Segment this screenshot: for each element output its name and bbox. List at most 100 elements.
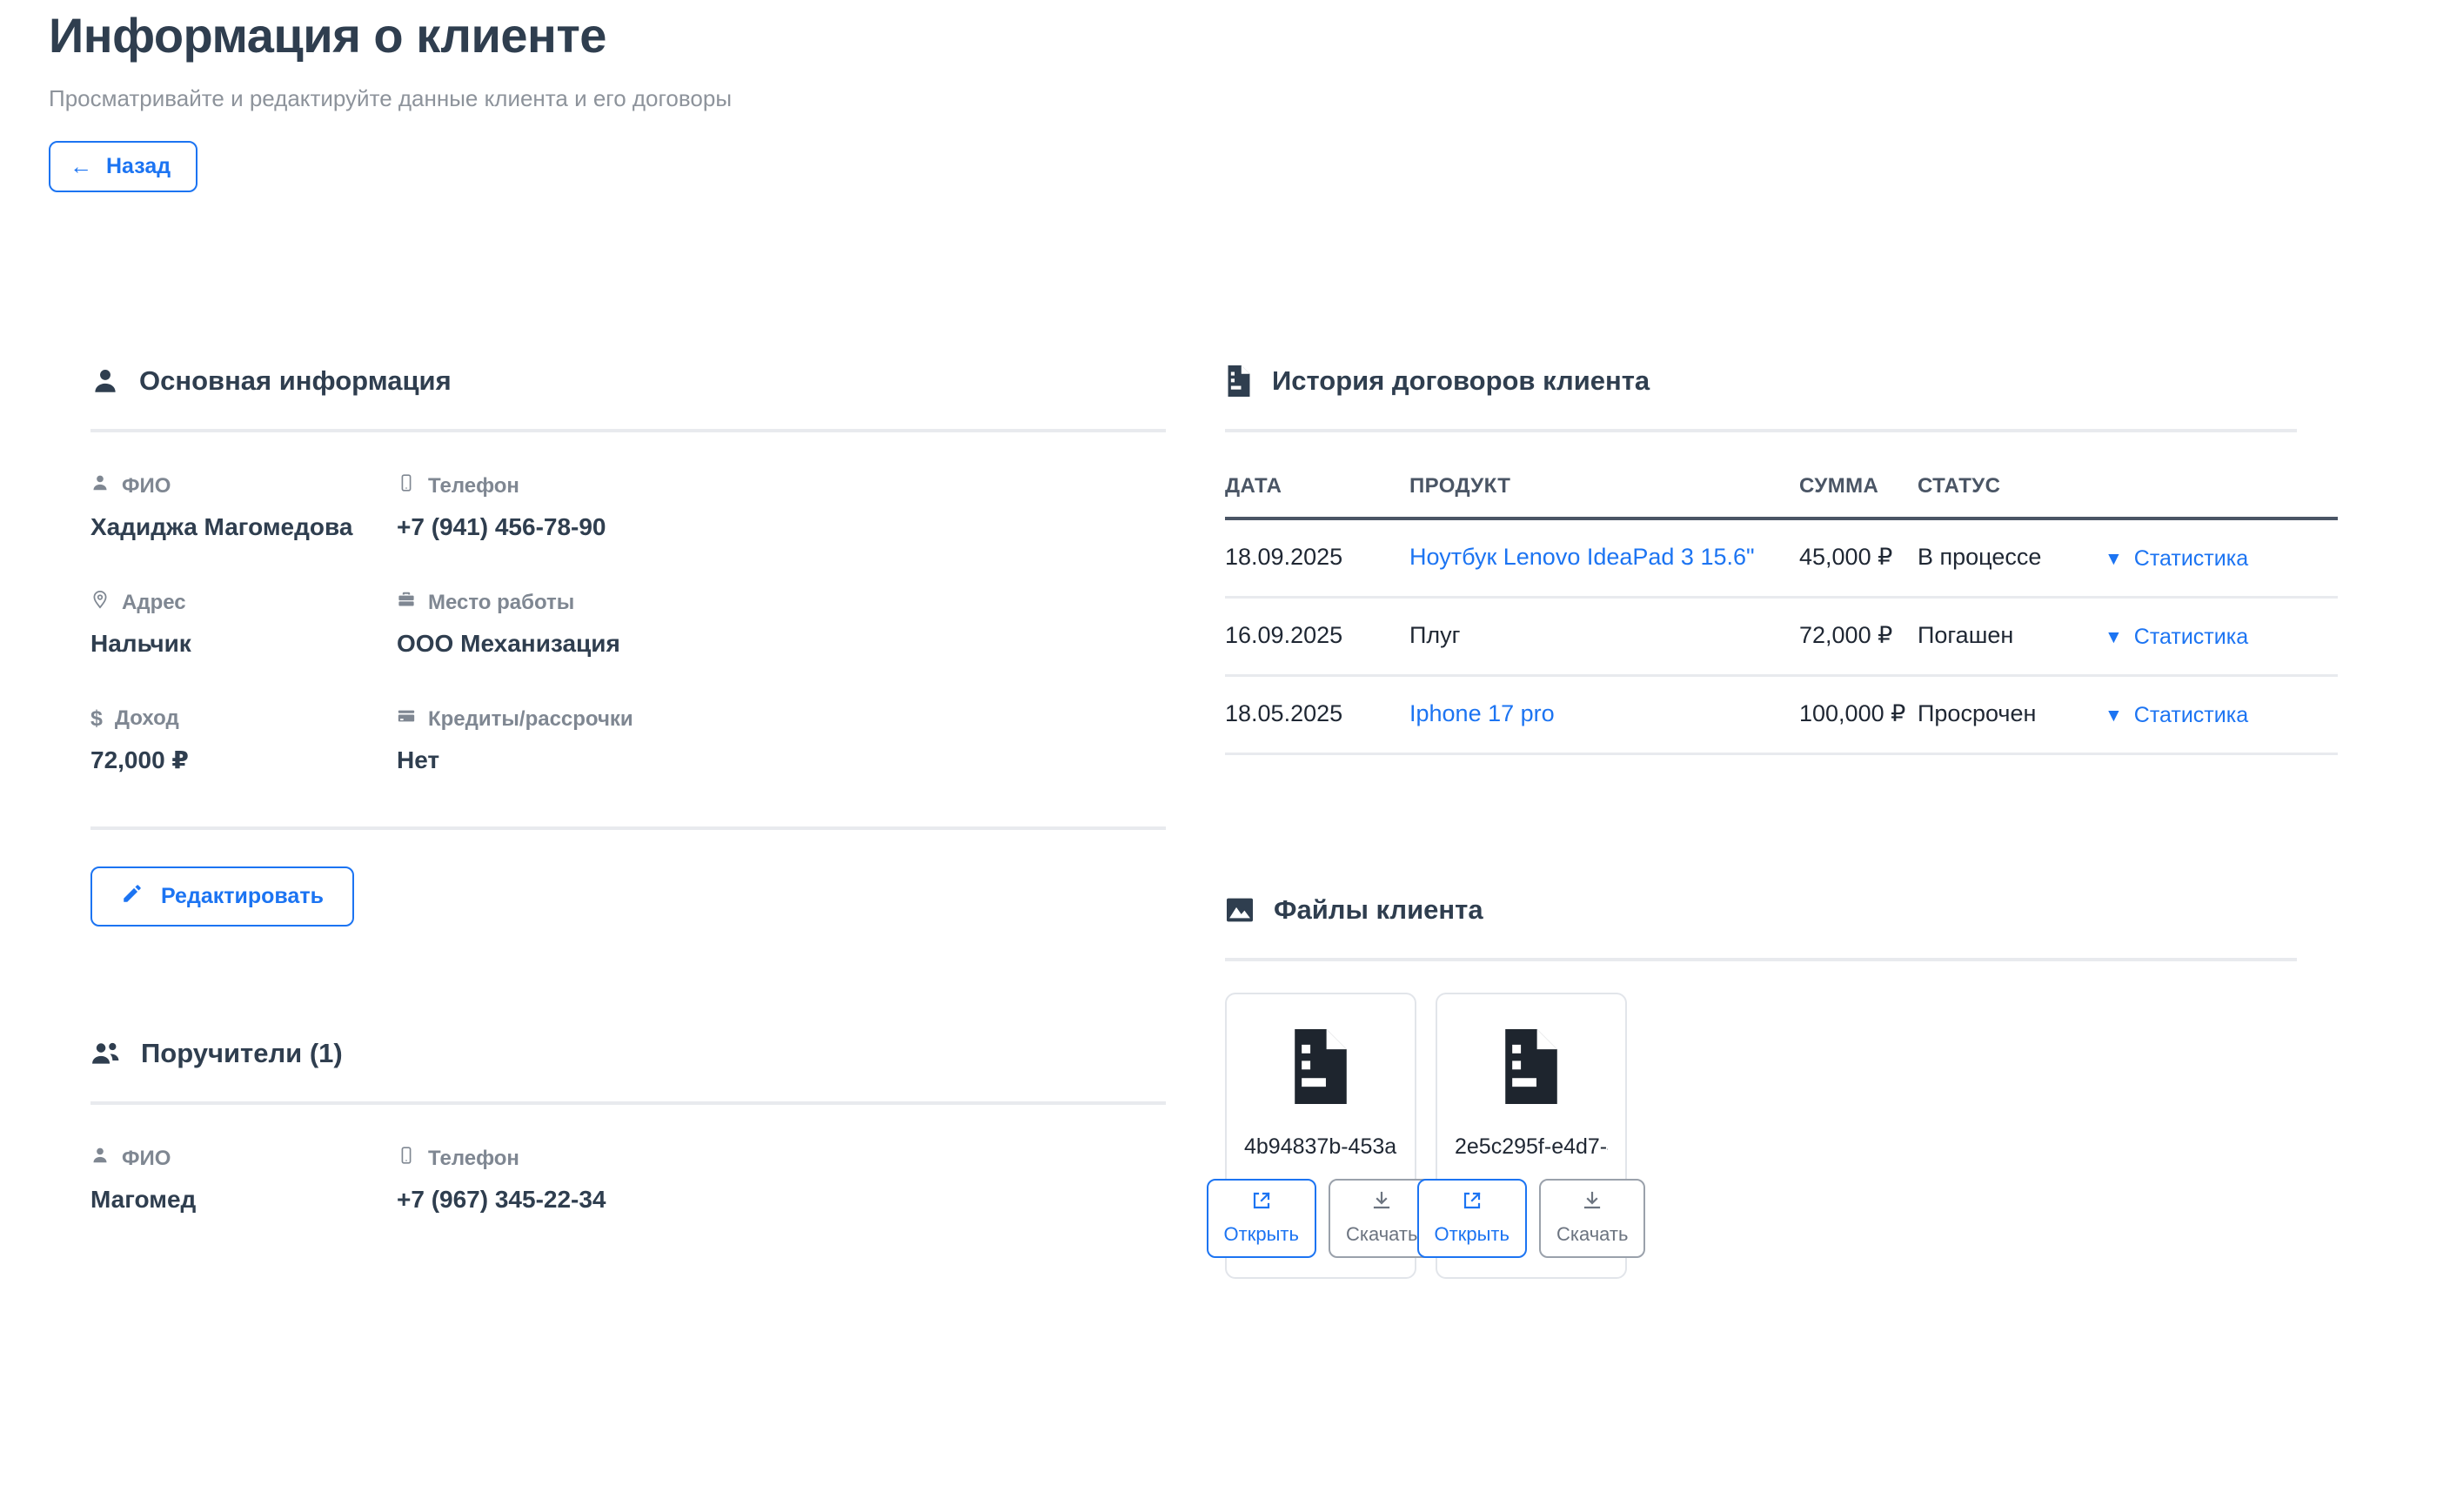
external-link-icon bbox=[1462, 1190, 1483, 1216]
field-workplace-label-row: Место работы bbox=[397, 590, 1169, 615]
files-heading-label: Файлы клиента bbox=[1274, 894, 1483, 925]
col-date: ДАТА bbox=[1225, 457, 1409, 520]
chevron-down-icon: ▼ bbox=[2105, 627, 2123, 647]
file-name: 2e5c295f-e4d7-47… bbox=[1455, 1134, 1608, 1159]
product-link[interactable]: Ноутбук Lenovo IdeaPad 3 15.6" bbox=[1409, 544, 1755, 570]
basic-info-divider bbox=[90, 429, 1166, 432]
phone-icon bbox=[397, 1146, 416, 1171]
contracts-section: История договоров клиента ДАТА ПРОДУКТ С… bbox=[1225, 365, 2450, 755]
file-card[interactable]: 2e5c295f-e4d7-47… Открыть bbox=[1416, 993, 1646, 1279]
field-fio-value: Хадиджа Магомедова bbox=[90, 513, 353, 540]
col-actions bbox=[2105, 457, 2338, 520]
guarantor-phone-label: Телефон bbox=[428, 1146, 519, 1170]
main-content: Основная информация ФИО Хадиджа Магомедо… bbox=[0, 365, 2450, 1279]
page-header: Информация о клиенте Просматривайте и ре… bbox=[0, 0, 2450, 192]
image-icon bbox=[1225, 895, 1255, 925]
edit-button-label: Редактировать bbox=[161, 884, 324, 908]
open-file-button[interactable]: Открыть bbox=[1206, 1179, 1316, 1258]
field-phone-value: +7 (941) 456-78-90 bbox=[397, 513, 606, 540]
document-icon bbox=[1289, 1029, 1353, 1108]
back-button-label: Назад bbox=[106, 153, 171, 178]
field-income: $ Доход 72,000 ₽ bbox=[90, 706, 397, 774]
table-row: 18.09.2025 Ноутбук Lenovo IdeaPad 3 15.6… bbox=[1225, 518, 2338, 599]
location-pin-icon bbox=[90, 590, 110, 615]
people-icon bbox=[90, 1040, 122, 1067]
document-icon bbox=[1225, 365, 1253, 397]
files-heading: Файлы клиента bbox=[1225, 894, 2450, 926]
pencil-icon bbox=[121, 882, 144, 911]
statistics-toggle[interactable]: ▼ Статистика bbox=[2105, 545, 2248, 573]
basic-info-footer-divider bbox=[90, 826, 1166, 830]
guarantor-fio-value: Магомед bbox=[90, 1186, 197, 1213]
edit-button[interactable]: Редактировать bbox=[90, 866, 354, 927]
col-status: СТАТУС bbox=[1918, 457, 2105, 520]
open-file-label: Открыть bbox=[1434, 1223, 1509, 1245]
row-product: Iphone 17 pro bbox=[1409, 675, 1799, 755]
row-product: Плуг bbox=[1409, 597, 1799, 677]
row-product: Ноутбук Lenovo IdeaPad 3 15.6" bbox=[1409, 518, 1799, 599]
download-icon bbox=[1582, 1190, 1603, 1216]
basic-info-heading-label: Основная информация bbox=[139, 365, 452, 396]
guarantor-phone-value: +7 (967) 345-22-34 bbox=[397, 1186, 606, 1213]
arrow-left-icon: ← bbox=[70, 153, 92, 180]
external-link-icon bbox=[1251, 1190, 1272, 1216]
page-title: Информация о клиенте bbox=[49, 8, 606, 63]
chevron-down-icon: ▼ bbox=[2105, 549, 2123, 569]
field-credits-value: Нет bbox=[397, 746, 440, 773]
contracts-heading-label: История договоров клиента bbox=[1272, 365, 1650, 396]
person-icon bbox=[90, 366, 120, 396]
contracts-divider bbox=[1225, 429, 2297, 432]
statistics-label: Статистика bbox=[2133, 703, 2249, 727]
open-file-button[interactable]: Открыть bbox=[1416, 1179, 1527, 1258]
guarantor-phone: Телефон +7 (967) 345-22-34 bbox=[397, 1146, 1169, 1214]
field-address-label: Адрес bbox=[122, 590, 186, 614]
statistics-toggle[interactable]: ▼ Статистика bbox=[2105, 701, 2248, 730]
statistics-label: Статистика bbox=[2133, 625, 2249, 649]
status-badge: Погашен bbox=[1918, 597, 2105, 677]
basic-info-fields: ФИО Хадиджа Магомедова Телефон bbox=[90, 473, 1169, 774]
guarantors-heading-label: Поручители (1) bbox=[141, 1038, 343, 1068]
guarantors-section: Поручители (1) ФИО Магомед bbox=[90, 1038, 1218, 1214]
person-icon bbox=[90, 1146, 110, 1171]
row-actions: ▼ Статистика bbox=[2105, 518, 2338, 599]
contracts-heading: История договоров клиента bbox=[1225, 365, 2450, 397]
field-fio-label: ФИО bbox=[122, 473, 171, 498]
phone-icon bbox=[397, 473, 416, 498]
file-actions: Открыть Скачать bbox=[1416, 1179, 1646, 1258]
guarantors-divider bbox=[90, 1101, 1166, 1105]
person-icon bbox=[90, 473, 110, 498]
back-button[interactable]: ← Назад bbox=[49, 140, 198, 192]
field-income-label: Доход bbox=[114, 706, 179, 730]
guarantor-fio-label: ФИО bbox=[122, 1146, 171, 1170]
field-phone-label-row: Телефон bbox=[397, 473, 1169, 498]
field-phone: Телефон +7 (941) 456-78-90 bbox=[397, 473, 1169, 541]
guarantors-fields: ФИО Магомед Телефон +7 (96 bbox=[90, 1146, 1169, 1214]
row-actions: ▼ Статистика bbox=[2105, 597, 2338, 677]
guarantors-heading: Поручители (1) bbox=[90, 1038, 1218, 1069]
statistics-toggle[interactable]: ▼ Статистика bbox=[2105, 623, 2248, 652]
guarantor-fio-label-row: ФИО bbox=[90, 1146, 397, 1171]
col-product: ПРОДУКТ bbox=[1409, 457, 1799, 520]
statistics-label: Статистика bbox=[2133, 546, 2249, 571]
status-badge: Просрочен bbox=[1918, 675, 2105, 755]
row-date: 16.09.2025 bbox=[1225, 597, 1409, 677]
download-file-label: Скачать bbox=[1345, 1223, 1418, 1245]
download-icon bbox=[1371, 1190, 1392, 1216]
field-address-value: Нальчик bbox=[90, 630, 191, 657]
table-row: 18.05.2025 Iphone 17 pro 100,000 ₽ Проср… bbox=[1225, 675, 2338, 755]
file-card[interactable]: 4b94837b-453a-4… Открыть bbox=[1206, 993, 1436, 1279]
file-name: 4b94837b-453a-4… bbox=[1244, 1134, 1397, 1159]
product-link[interactable]: Iphone 17 pro bbox=[1409, 700, 1555, 726]
contracts-table: ДАТА ПРОДУКТ СУММА СТАТУС 18.09.2025 Ноу… bbox=[1225, 457, 2338, 755]
field-credits-label: Кредиты/рассрочки bbox=[428, 706, 633, 731]
basic-info-heading: Основная информация bbox=[90, 365, 1218, 397]
file-cards: 4b94837b-453a-4… Открыть bbox=[1206, 993, 2450, 1279]
row-amount: 45,000 ₽ bbox=[1799, 518, 1918, 599]
files-divider bbox=[1225, 958, 2297, 961]
guarantor-fio: ФИО Магомед bbox=[90, 1146, 397, 1214]
left-column: Основная информация ФИО Хадиджа Магомедо… bbox=[0, 365, 1218, 1279]
document-icon bbox=[1499, 1029, 1563, 1108]
field-address: Адрес Нальчик bbox=[90, 590, 397, 658]
file-actions: Открыть Скачать bbox=[1206, 1179, 1436, 1258]
download-file-button[interactable]: Скачать bbox=[1538, 1179, 1646, 1258]
